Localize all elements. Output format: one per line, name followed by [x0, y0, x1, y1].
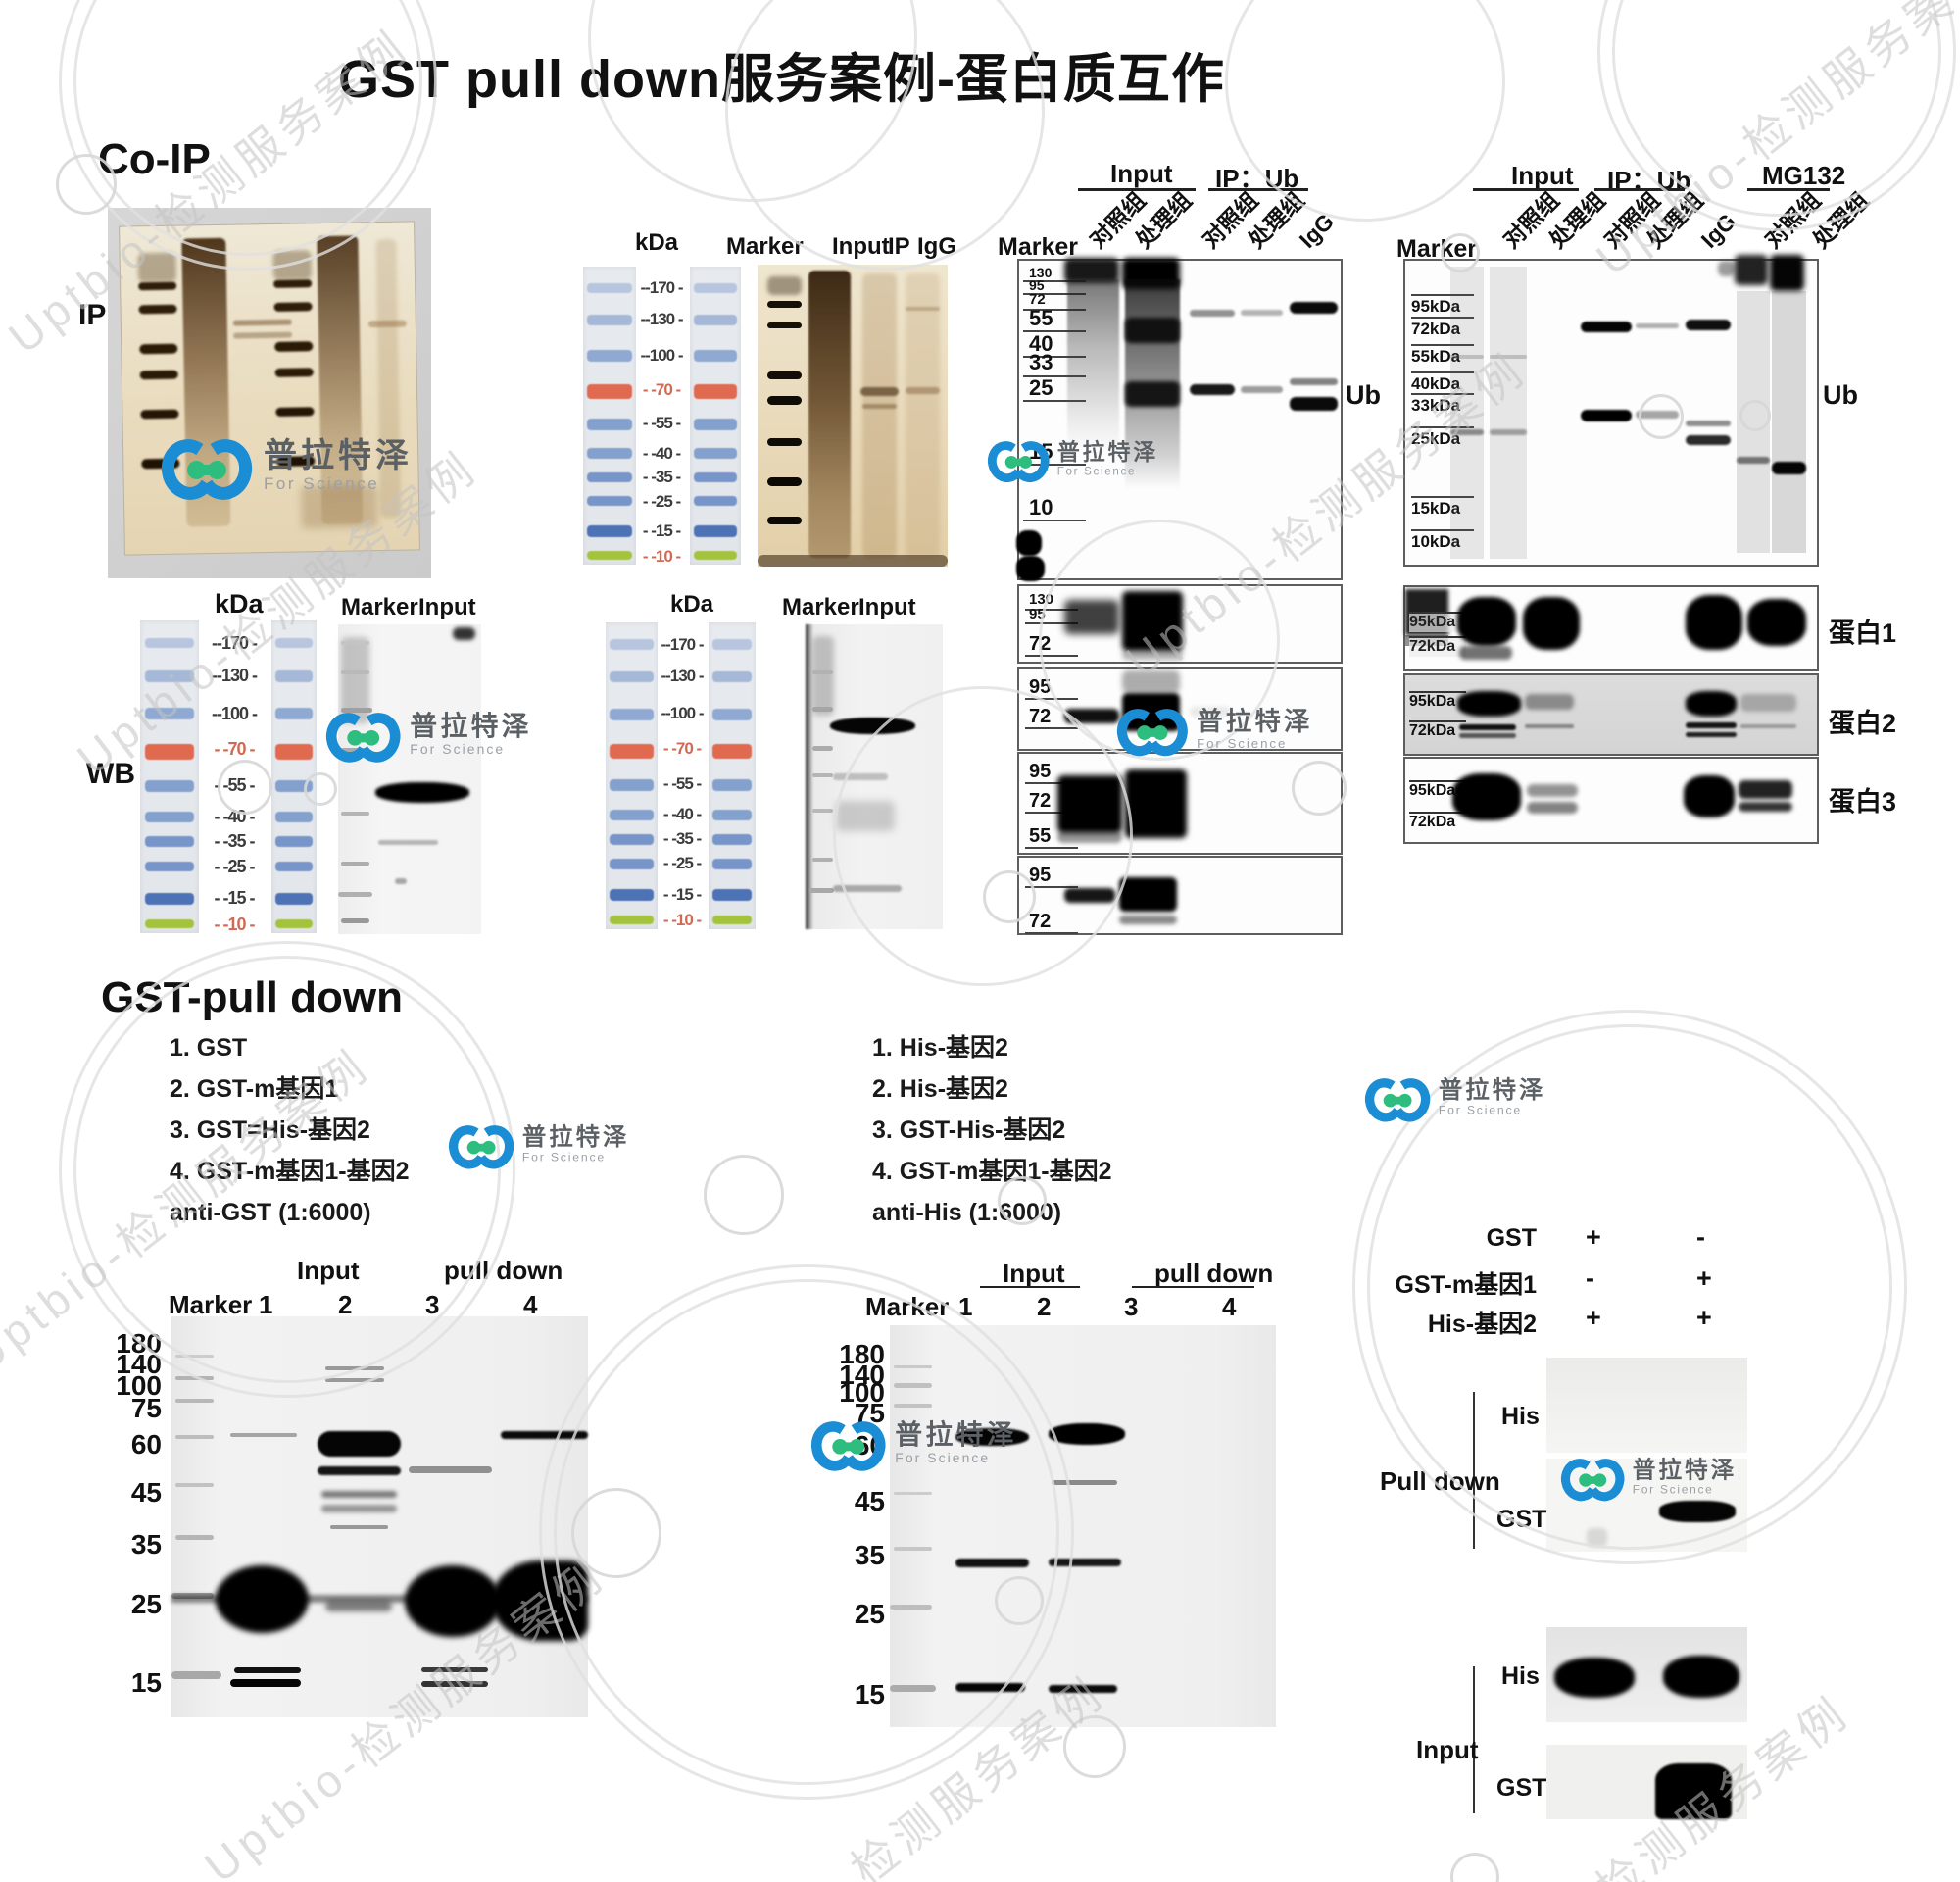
- protein1-label: 蛋白1: [1829, 619, 1897, 648]
- input-his-label: His: [1501, 1662, 1540, 1690]
- gst-middle-mw-labels: 180 140 100 75 60 45 35 25 15: [839, 1339, 885, 1709]
- brand-logo-icon: [1360, 1074, 1435, 1126]
- brand-logo: 普拉特泽 For Science: [1112, 704, 1313, 761]
- coip-heading: Co-IP: [98, 135, 211, 183]
- kda-title: kDa: [635, 229, 679, 256]
- gst-middle-pulldown-underline: [1132, 1286, 1254, 1288]
- protein-ladder-strip: [606, 622, 658, 929]
- page-title: GST pull down服务案例-蛋白质互作: [338, 50, 1225, 109]
- brand-logo: 普拉特泽 For Science: [1360, 1074, 1545, 1126]
- input-his-blot: [1546, 1627, 1747, 1722]
- ub-subpanel-1: 130 95 72: [1017, 584, 1343, 664]
- input-gst-label: GST: [1496, 1774, 1547, 1802]
- protein3-panel: 95kDa 72kDa: [1403, 757, 1819, 844]
- protein-ladder-strip: [271, 620, 317, 933]
- wb-row-label: WB: [86, 758, 135, 790]
- gst-left-input-header: Input: [297, 1256, 360, 1285]
- mg132-underline: [1747, 188, 1830, 191]
- matrix-row-label: GST-m基因1: [1395, 1271, 1537, 1299]
- coip-wb-blot-2: [806, 624, 943, 929]
- ub-subpanel-2: 95 72: [1017, 667, 1343, 751]
- gst-middle-pulldown-header: pull down: [1154, 1259, 1274, 1288]
- mg-input-underline: [1473, 188, 1579, 191]
- brand-logo: 普拉特泽 For Science: [984, 437, 1158, 486]
- gst-left-pulldown-header: pull down: [444, 1256, 564, 1285]
- mg-ip-underline: [1594, 188, 1685, 191]
- mg-input-header: Input: [1511, 161, 1574, 190]
- ub-marker-label: Marker: [998, 233, 1078, 261]
- protein-ladder-strip: [690, 267, 741, 565]
- ladder-tick-labels: --170 - --130 - --100 -- -70 -- -55 -- -40…: [211, 632, 258, 934]
- matrix-row-label: His-基因2: [1427, 1311, 1537, 1338]
- brand-logo-icon: [984, 437, 1054, 486]
- mg132-header: MG132: [1762, 161, 1846, 190]
- gst-middle-input-underline: [980, 1286, 1080, 1288]
- ub-subpanel-3: 95 72 55: [1017, 752, 1343, 855]
- pulldown-his-blot: [1546, 1358, 1747, 1453]
- mg-main-gel: 95kDa 72kDa 55kDa 40kDa 33kDa 25kDa 15kDa 10kDa: [1403, 254, 1819, 567]
- input-gst-blot: [1546, 1745, 1747, 1819]
- brand-logo-icon: [156, 433, 258, 506]
- brand-logo: 普拉特泽 For Science: [807, 1416, 1017, 1476]
- gst-left-blot: [172, 1316, 588, 1717]
- protein-ladder-strip: [583, 267, 636, 565]
- protein2-panel: 95kDa 72kDa: [1403, 673, 1819, 756]
- gst-middle-blot: [890, 1325, 1276, 1727]
- pulldown-gst-label: GST: [1496, 1506, 1547, 1533]
- protein-ladder-strip: [709, 622, 756, 929]
- matrix-row-label: GST: [1486, 1224, 1537, 1252]
- gst-heading: GST-pull down: [101, 973, 403, 1021]
- ub-subpanel-4: 95 72: [1017, 856, 1343, 935]
- protein-ladder-strip: [140, 620, 199, 933]
- ub-ip-underline: [1208, 188, 1308, 191]
- ub-label: Ub: [1346, 380, 1381, 410]
- brand-logo-icon: [1112, 704, 1193, 761]
- ub-main-gel: 130 95 72 55 40 33 25 15 10: [1015, 257, 1343, 582]
- brand-logo: 普拉特泽 For Science: [1556, 1455, 1737, 1506]
- coip-wb-blot-1: [338, 624, 481, 934]
- gst-left-mw-labels: 180 140 100 75 60 45 35 25 15: [116, 1328, 162, 1698]
- brand-logo: 普拉特泽 For Science: [156, 433, 413, 506]
- kda-title: kDa: [670, 591, 714, 618]
- ladder-tick-labels: --170 - --130 - --100 -- -70 -- -55 -- -40…: [640, 278, 683, 566]
- brand-logo: 普拉特泽 For Science: [321, 708, 532, 768]
- gst-left-legend: 1. GST 2. GST-m基因1 3. GST=His-基因2 4. GST-m基…: [170, 1034, 410, 1226]
- input-bracket-line: [1473, 1666, 1475, 1813]
- ub-input-underline: [1078, 188, 1196, 191]
- pulldown-his-label: His: [1501, 1403, 1540, 1430]
- mg-marker-label: Marker: [1396, 235, 1477, 263]
- kda-title: kDa: [215, 589, 264, 619]
- protein1-panel: 95kDa 72kDa: [1403, 585, 1819, 671]
- brand-logo-icon: [444, 1121, 518, 1173]
- protein3-label: 蛋白3: [1829, 787, 1897, 817]
- brand-logo-icon: [1556, 1455, 1629, 1506]
- brand-logo-icon: [807, 1416, 891, 1476]
- pulldown-label: Pull down: [1380, 1466, 1500, 1496]
- watermark-circle: [704, 1155, 784, 1235]
- ip-row-label: IP: [78, 299, 107, 331]
- gst-middle-input-header: Input: [1003, 1259, 1065, 1288]
- silver-gel-photo: [108, 208, 431, 578]
- pulldown-bracket-line: [1473, 1392, 1475, 1549]
- ladder-tick-labels: --170 - --130 - --100 -- -70 -- -55 -- -40…: [661, 634, 704, 930]
- mg-ub-label: Ub: [1823, 380, 1858, 410]
- brand-logo-icon: [321, 708, 406, 768]
- pulldown-gst-blot: [1546, 1459, 1747, 1552]
- protein2-label: 蛋白2: [1829, 709, 1897, 738]
- brand-logo: 普拉特泽 For Science: [444, 1121, 629, 1173]
- gst-middle-legend: 1. His-基因2 2. His-基因2 3. GST-His-基因2 4. GST…: [872, 1034, 1112, 1226]
- ub-input-header: Input: [1110, 159, 1173, 188]
- watermark-circle: [1450, 1853, 1499, 1882]
- input-label: Input: [1416, 1735, 1479, 1764]
- coip-silver-blot: [758, 265, 948, 567]
